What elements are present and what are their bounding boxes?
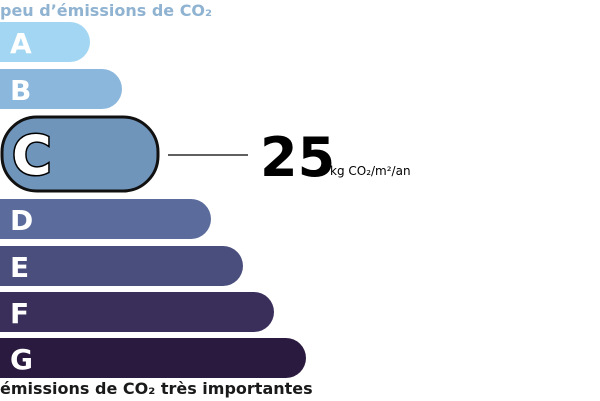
class-letter: D	[10, 204, 33, 237]
class-bar	[0, 246, 243, 286]
class-letter: A	[10, 27, 32, 60]
class-bar	[0, 199, 211, 239]
class-letter: G	[10, 343, 33, 376]
footer: émissions de CO₂ très importantes	[0, 379, 313, 398]
value: 25	[260, 126, 335, 189]
class-letter: E	[10, 251, 29, 284]
class-letter: B	[10, 74, 31, 107]
class-bar	[0, 69, 122, 109]
class-bar	[0, 22, 90, 62]
class-bar	[0, 115, 160, 193]
class-letter: C	[12, 124, 52, 187]
unit: kg CO₂/m²/an	[330, 164, 411, 178]
class-bar	[0, 292, 274, 332]
class-bar	[0, 338, 306, 378]
header: peu d’émissions de CO₂	[0, 1, 212, 20]
class-letter: F	[10, 297, 29, 330]
